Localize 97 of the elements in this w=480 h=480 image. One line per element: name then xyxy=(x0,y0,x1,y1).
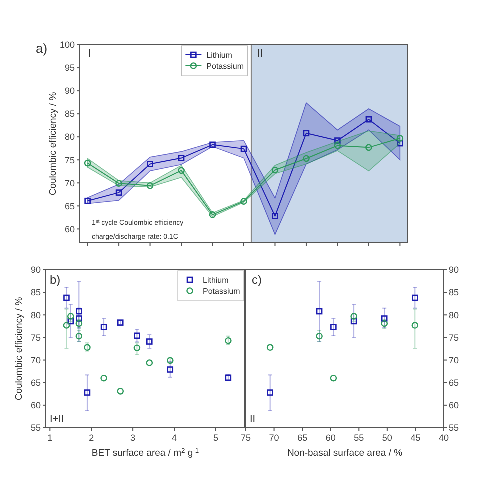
x-tick-label: 4 xyxy=(172,433,178,443)
y2-tick-label: 60 xyxy=(449,400,460,411)
y2-tick-label: 90 xyxy=(449,265,460,276)
y-tick-label: 65 xyxy=(64,201,75,212)
point xyxy=(366,116,372,123)
y2-tick-label: 80 xyxy=(449,310,460,320)
point xyxy=(84,390,91,396)
point xyxy=(100,374,108,382)
annotation: I xyxy=(88,48,92,60)
x-tick-label: 40 xyxy=(438,433,450,443)
point xyxy=(303,130,310,137)
x-tick-label: 55 xyxy=(354,433,364,443)
y-tick-label: 90 xyxy=(64,86,75,96)
point xyxy=(396,135,404,142)
y-tick-label: 95 xyxy=(64,63,75,74)
point xyxy=(117,388,124,395)
annotation: I+II xyxy=(50,414,64,425)
y-tick-label: 60 xyxy=(64,224,75,234)
point xyxy=(134,344,141,352)
x-tick-label: 45 xyxy=(410,433,421,443)
point xyxy=(210,142,216,148)
y2-tick-label: 85 xyxy=(449,288,460,298)
y-tick-label: 75 xyxy=(30,332,41,343)
point xyxy=(397,140,404,147)
point xyxy=(146,360,154,366)
x-tick-label: 65 xyxy=(298,433,308,443)
point xyxy=(84,198,91,204)
point xyxy=(303,155,310,162)
point xyxy=(240,146,248,152)
legend-label: Lithium xyxy=(206,50,233,60)
point xyxy=(350,313,358,320)
point xyxy=(330,374,338,382)
point xyxy=(178,167,185,174)
point xyxy=(84,160,92,167)
y-axis-title: Coulombic efficiency / % xyxy=(48,92,59,196)
point xyxy=(330,324,337,330)
point xyxy=(116,190,122,196)
x-tick-label: 50 xyxy=(382,433,392,443)
y-tick-label: 60 xyxy=(30,400,41,411)
point xyxy=(64,294,70,302)
annotation: II xyxy=(257,48,264,60)
x-tick-label: 75 xyxy=(240,433,252,443)
point xyxy=(178,155,185,162)
y-tick-label: 100 xyxy=(60,40,75,50)
annotation: c) xyxy=(252,273,262,287)
point xyxy=(412,294,418,302)
y2-tick-label: 55 xyxy=(449,423,460,434)
x-axis-title: BET surface area / m$^{2}$ g$^{-1}$ xyxy=(92,448,200,459)
point xyxy=(267,390,274,396)
y-tick-label: 70 xyxy=(30,355,41,366)
y-tick-label: 85 xyxy=(64,109,75,120)
point xyxy=(116,180,122,187)
point xyxy=(146,182,154,190)
y2-tick-label: 65 xyxy=(449,378,460,388)
y-tick-label: 75 xyxy=(64,155,75,166)
text: a) xyxy=(36,41,48,56)
legend-label: Potassium xyxy=(203,286,241,296)
x-tick-label: 2 xyxy=(89,433,94,443)
point xyxy=(67,313,74,320)
point xyxy=(100,324,108,330)
y2-tick-label: 75 xyxy=(449,332,460,343)
point xyxy=(272,166,279,174)
point xyxy=(266,344,274,352)
annotation: b) xyxy=(50,273,61,287)
point xyxy=(272,213,278,220)
point xyxy=(147,161,154,168)
x-tick-label: 60 xyxy=(326,433,336,443)
y-tick-label: 65 xyxy=(30,378,41,388)
y-tick-label: 80 xyxy=(30,310,41,320)
y-tick-label: 80 xyxy=(64,132,75,142)
legend-label: Potassium xyxy=(206,62,244,71)
y-axis-title: Coulombic efficiency / % xyxy=(14,296,25,401)
annotation: II xyxy=(250,414,256,425)
point xyxy=(76,332,83,340)
point xyxy=(316,332,323,340)
point xyxy=(334,142,342,150)
x-tick-label: 3 xyxy=(130,433,136,443)
point xyxy=(146,338,153,345)
point xyxy=(412,322,419,329)
point xyxy=(63,322,70,329)
legend-label: Lithium xyxy=(203,276,230,285)
y2-tick-label: 70 xyxy=(449,355,460,366)
x-axis-title: Non-basal surface area / % xyxy=(287,448,404,459)
point xyxy=(134,332,140,340)
point xyxy=(366,144,372,152)
x-tick-label: 1 xyxy=(48,433,53,443)
x-tick-label: 5 xyxy=(213,433,218,443)
y-tick-label: 85 xyxy=(30,288,41,298)
point xyxy=(240,198,248,205)
point xyxy=(334,138,341,144)
point xyxy=(316,308,323,315)
point xyxy=(167,366,174,373)
y-tick-label: 90 xyxy=(30,265,41,276)
point xyxy=(209,212,216,218)
y-tick-label: 55 xyxy=(30,423,41,434)
y-tick-label: 70 xyxy=(64,178,75,188)
x-tick-label: 70 xyxy=(269,433,280,443)
